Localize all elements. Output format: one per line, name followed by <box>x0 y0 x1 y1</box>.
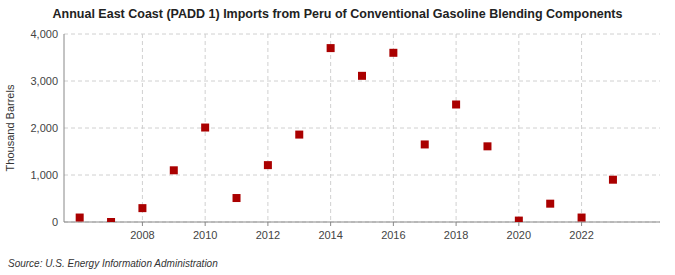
point <box>358 72 366 80</box>
x-tick <box>393 222 394 226</box>
point <box>483 142 491 150</box>
point <box>107 218 115 222</box>
point <box>421 140 429 148</box>
x-tick-label: 2010 <box>193 229 217 241</box>
point <box>138 204 146 212</box>
point <box>546 200 554 208</box>
x-tick <box>456 222 457 226</box>
x-grid-line <box>393 34 394 222</box>
x-tick <box>330 222 331 226</box>
y-axis-line <box>64 34 65 222</box>
x-grid-line <box>456 34 457 222</box>
point <box>609 176 617 184</box>
x-tick <box>267 222 268 226</box>
x-tick-label: 2008 <box>130 229 154 241</box>
y-grid-line <box>64 222 660 223</box>
y-tick-label: 2,000 <box>30 122 58 134</box>
grid <box>64 34 660 222</box>
x-tick-label: 2022 <box>569 229 593 241</box>
point <box>264 161 272 169</box>
point <box>327 44 335 52</box>
x-tick-label: 2018 <box>444 229 468 241</box>
y-grid-line <box>64 81 660 82</box>
x-tick <box>205 222 206 226</box>
x-grid-line <box>330 34 331 222</box>
x-grid-line <box>518 34 519 222</box>
y-tick-label: 1,000 <box>30 169 58 181</box>
point <box>389 49 397 57</box>
point <box>233 194 241 202</box>
y-tick-label: 4,000 <box>30 28 58 40</box>
point <box>201 124 209 132</box>
point <box>295 131 303 139</box>
point <box>170 166 178 174</box>
y-tick-label: 0 <box>52 216 58 228</box>
y-grid-line <box>64 128 660 129</box>
x-tick <box>142 222 143 226</box>
title: Annual East Coast (PADD 1) Imports from … <box>53 7 623 21</box>
point <box>452 101 460 109</box>
x-axis-line <box>64 222 660 223</box>
point <box>578 214 586 222</box>
x-grid-line <box>581 34 582 222</box>
chart: 0 1,000 2,000 3,000 4,000 2008 2010 2012 2014 201… <box>0 0 675 275</box>
x-tick <box>581 222 582 226</box>
points <box>76 44 617 222</box>
x-tick-label: 2014 <box>318 229 342 241</box>
point <box>76 214 84 222</box>
y-grid-line <box>64 175 660 176</box>
x-tick-label: 2012 <box>256 229 280 241</box>
y-grid-line <box>64 34 660 35</box>
point <box>515 217 523 222</box>
source: Source: U.S. Energy Information Administ… <box>8 258 218 269</box>
x-tick-label: 2016 <box>381 229 405 241</box>
y-axis-label: Thousand Barrels <box>4 84 16 171</box>
y-tick-label: 3,000 <box>30 75 58 87</box>
x-grid-line <box>142 34 143 222</box>
x-tick <box>518 222 519 226</box>
x-grid-line <box>267 34 268 222</box>
x-tick-label: 2020 <box>507 229 531 241</box>
